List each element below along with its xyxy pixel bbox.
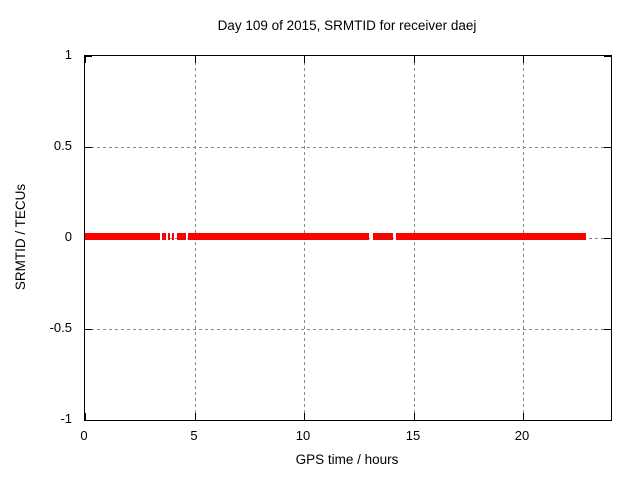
x-tick-top [414,56,415,63]
x-tick-bottom [85,413,86,420]
x-tick-top [523,56,524,63]
y-gridline [85,329,611,330]
x-tick-label: 20 [514,428,530,443]
x-tick-bottom [195,413,196,420]
y-tick-left [85,420,92,421]
data-series-segment [168,233,170,240]
y-tick-left [85,329,92,330]
data-series-segment [396,233,586,240]
y-tick-right [604,420,611,421]
chart-title: Day 109 of 2015, SRMTID for receiver dae… [217,18,477,33]
x-tick-label: 10 [295,428,311,443]
x-tick-top [195,56,196,63]
y-tick-right [604,238,611,239]
y-tick-right [604,147,611,148]
x-tick-bottom [304,413,305,420]
y-tick-label: -1 [60,411,72,426]
y-gridline [85,147,611,148]
data-series-segment [373,233,393,240]
y-tick-label: 0.5 [53,138,72,153]
y-tick-label: -0.5 [49,320,72,335]
y-tick-right [604,329,611,330]
data-series-segment [172,233,174,240]
x-tick-top [85,56,86,63]
x-axis-title: GPS time / hours [295,452,399,467]
plot-area [84,55,612,421]
data-series-segment [162,233,166,240]
y-tick-right [604,56,611,57]
y-tick-left [85,56,92,57]
data-series-segment [177,233,186,240]
y-tick-label: 0 [64,229,72,244]
x-tick-label: 5 [190,428,198,443]
y-tick-label: 1 [64,47,72,62]
x-tick-label: 0 [80,428,88,443]
x-tick-bottom [523,413,524,420]
y-tick-left [85,147,92,148]
x-tick-bottom [414,413,415,420]
x-tick-top [304,56,305,63]
data-series-segment [85,233,160,240]
x-tick-label: 15 [405,428,421,443]
data-series-segment [188,233,369,240]
